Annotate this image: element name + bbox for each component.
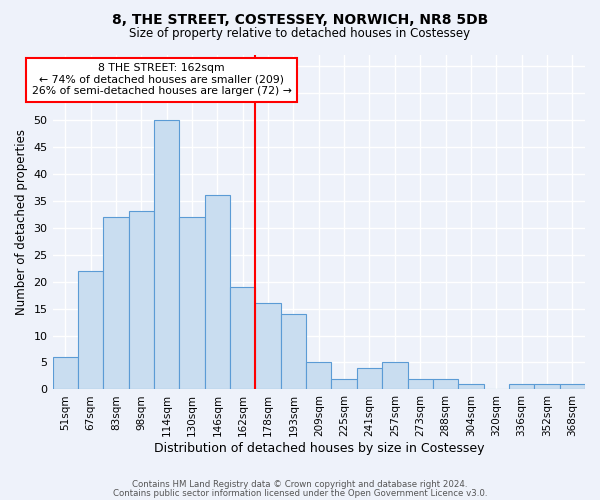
Bar [179, 217, 205, 390]
Bar [458, 384, 484, 390]
Bar [382, 362, 407, 390]
Bar [205, 196, 230, 390]
Bar [306, 362, 331, 390]
Bar [78, 271, 103, 390]
Bar [509, 384, 534, 390]
Bar [256, 303, 281, 390]
Y-axis label: Number of detached properties: Number of detached properties [15, 129, 28, 315]
Bar [154, 120, 179, 390]
Text: Contains public sector information licensed under the Open Government Licence v3: Contains public sector information licen… [113, 488, 487, 498]
Text: 8 THE STREET: 162sqm
← 74% of detached houses are smaller (209)
26% of semi-deta: 8 THE STREET: 162sqm ← 74% of detached h… [32, 63, 292, 96]
Bar [560, 384, 585, 390]
Bar [407, 378, 433, 390]
Bar [433, 378, 458, 390]
Bar [53, 357, 78, 390]
Bar [281, 314, 306, 390]
X-axis label: Distribution of detached houses by size in Costessey: Distribution of detached houses by size … [154, 442, 484, 455]
Text: 8, THE STREET, COSTESSEY, NORWICH, NR8 5DB: 8, THE STREET, COSTESSEY, NORWICH, NR8 5… [112, 12, 488, 26]
Text: Contains HM Land Registry data © Crown copyright and database right 2024.: Contains HM Land Registry data © Crown c… [132, 480, 468, 489]
Text: Size of property relative to detached houses in Costessey: Size of property relative to detached ho… [130, 28, 470, 40]
Bar [357, 368, 382, 390]
Bar [128, 212, 154, 390]
Bar [534, 384, 560, 390]
Bar [331, 378, 357, 390]
Bar [230, 287, 256, 390]
Bar [103, 217, 128, 390]
